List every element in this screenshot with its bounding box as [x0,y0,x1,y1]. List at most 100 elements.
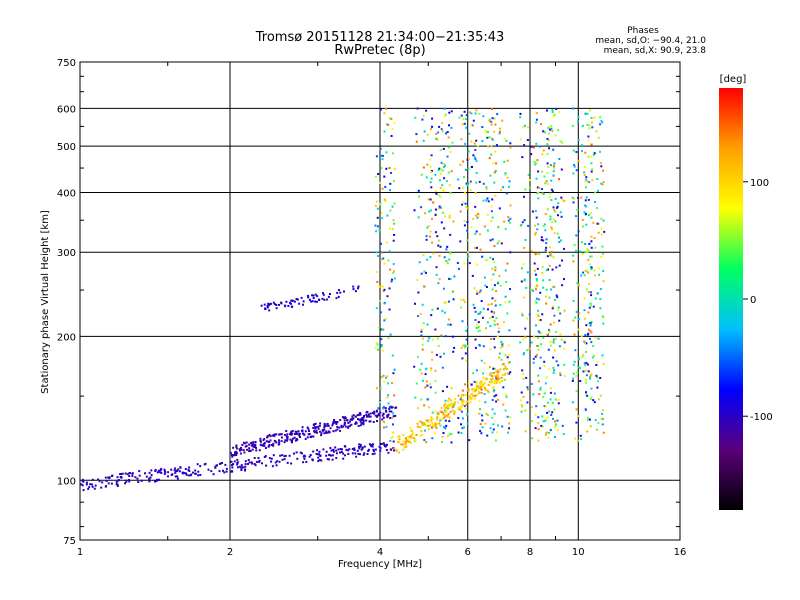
scatter-point [558,158,561,160]
scatter-point [376,415,378,418]
scatter-point [429,158,432,161]
scatter-point [386,295,389,298]
scatter-point [589,330,592,333]
scatter-point [527,173,530,176]
scatter-point [426,226,429,229]
scatter-point [425,380,428,383]
scatter-point [283,304,286,307]
scatter-point [542,279,545,282]
scatter-point [587,198,590,201]
scatter-point [85,483,88,486]
scatter-point [258,459,261,462]
scatter-point [434,213,437,216]
scatter-point [391,382,393,384]
scatter-point [292,299,295,302]
scatter-point [585,351,587,353]
scatter-point [462,298,465,301]
scatter-point [559,312,562,315]
scatter-point [380,376,383,379]
scatter-point [437,169,440,172]
scatter-point [586,430,589,433]
scatter-point [415,133,418,136]
scatter-point [477,326,480,329]
scatter-point [461,394,464,397]
scatter-point [462,417,464,420]
scatter-point [275,433,278,436]
scatter-point [552,206,555,209]
scatter-point [485,378,488,381]
scatter-point [445,424,448,427]
scatter-point [387,414,389,417]
scatter-point [526,139,529,141]
scatter-point [583,204,586,207]
scatter-point [521,369,524,372]
scatter-point [520,410,523,413]
scatter-point [286,433,289,436]
scatter-point [475,214,478,217]
scatter-point [490,303,493,306]
scatter-point [357,287,359,290]
scatter-point [431,217,433,220]
scatter-point [267,302,270,305]
scatter-point [523,296,525,299]
scatter-point [509,288,511,290]
scatter-point [476,263,478,266]
scatter-point [381,285,384,288]
scatter-point [429,256,432,258]
scatter-point [590,162,593,165]
scatter-point [487,303,490,306]
scatter-point [379,447,382,450]
scatter-point [271,465,274,468]
scatter-point [328,453,331,456]
scatter-point [496,323,499,326]
scatter-point [254,443,257,446]
scatter-point [249,449,252,452]
scatter-point [589,376,591,379]
scatter-point [549,252,552,255]
scatter-point [481,126,484,128]
scatter-point [219,462,222,465]
scatter-point [503,220,506,223]
scatter-point [599,150,601,153]
scatter-point [441,390,444,393]
scatter-point [506,262,509,265]
scatter-point [231,455,234,458]
scatter-point [596,361,599,364]
scatter-point [388,407,391,410]
scatter-point [588,282,590,285]
scatter-point [537,336,539,339]
scatter-point [523,219,526,222]
scatter-point [293,436,296,439]
scatter-point [290,302,292,305]
scatter-point [447,435,450,437]
scatter-point [386,241,388,244]
scatter-point [290,439,293,442]
scatter-point [507,185,510,188]
scatter-point [594,191,597,194]
scatter-point [583,211,586,214]
scatter-point [291,430,294,432]
scatter-point [576,371,579,374]
scatter-point [121,472,124,475]
scatter-point [188,470,191,472]
scatter-point [441,418,444,421]
scatter-point [426,258,429,261]
scatter-point [148,471,151,474]
scatter-point [476,323,478,326]
scatter-point [478,400,481,403]
scatter-point [473,156,476,159]
scatter-point [437,194,440,197]
scatter-point [484,422,487,425]
scatter-point [376,414,379,417]
scatter-point [214,466,217,469]
colorbar-tick-label: 100 [750,178,769,189]
scatter-point [599,377,602,379]
scatter-point [351,452,354,455]
scatter-point [311,300,314,303]
scatter-point [474,319,477,321]
scatter-point [239,452,242,455]
scatter-point [414,396,417,399]
scatter-point [329,427,332,430]
scatter-point [230,460,233,463]
scatter-point [442,287,445,290]
